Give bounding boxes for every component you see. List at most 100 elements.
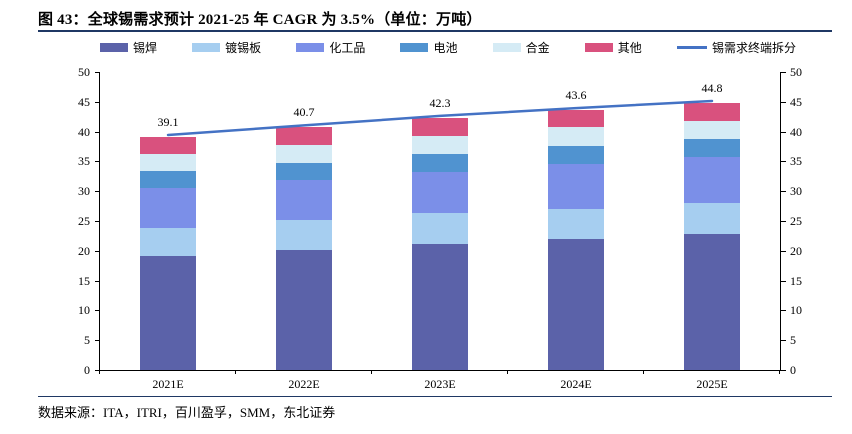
y-tick-right: [781, 221, 786, 222]
legend-item: 电池: [400, 39, 457, 56]
bar-segment: [140, 154, 196, 171]
y-tick-label-left: 5: [84, 333, 90, 348]
y-tick-label-right: 10: [790, 303, 802, 318]
legend-item: 锡焊: [100, 39, 157, 56]
y-tick-label-left: 15: [78, 273, 90, 288]
bar-segment: [684, 120, 740, 140]
y-tick-right: [781, 101, 786, 103]
y-tick-label-left: 30: [78, 184, 90, 199]
y-tick-label-left: 35: [78, 154, 90, 169]
y-tick-label-right: 25: [790, 214, 802, 228]
x-tick: [643, 370, 644, 374]
y-tick-label-left: 50: [78, 65, 90, 79]
y-tick-label-left: 0: [84, 363, 90, 377]
bar-segment: [276, 249, 332, 370]
line-data-label: 43.6: [565, 88, 587, 103]
bar-segment: [276, 219, 332, 250]
bar-segment: [412, 154, 468, 172]
chart-legend: 锡焊 镀锡板 化工品 电池 合金 其他 锡需求终端拆分: [100, 39, 796, 55]
y-tick-label-left: 45: [78, 94, 90, 109]
x-category-label: 2025E: [696, 377, 728, 391]
bar-segment: [140, 136, 196, 155]
y-tick-right: [781, 280, 786, 282]
bar-segment: [140, 227, 196, 256]
y-axis-right: [780, 72, 781, 370]
y-tick-left: [95, 191, 100, 193]
y-tick-label-right: 40: [790, 124, 802, 139]
bar-segment: [412, 213, 468, 245]
bar-segment: [548, 209, 604, 239]
y-tick-left: [95, 370, 100, 371]
source-note: 数据来源：ITA，ITRI，百川盈孚，SMM，东北证券: [38, 405, 336, 420]
legend-label: 其他: [617, 40, 642, 55]
footer-divider: [38, 396, 832, 397]
y-tick-label-right: 5: [790, 333, 796, 348]
bar-segment: [684, 203, 740, 234]
bar-segment: [140, 170, 196, 188]
bar-segment: [276, 144, 332, 163]
y-tick-right: [781, 370, 786, 371]
legend-color-swatch-icon: [492, 42, 521, 52]
chart-title: 图 43：全球锡需求预计 2021-25 年 CAGR 为 3.5%（单位：万吨…: [38, 12, 482, 28]
y-tick-left: [95, 101, 100, 103]
legend-label: 化工品: [329, 40, 366, 55]
legend-item: 其他: [584, 39, 642, 56]
bar-segment: [548, 163, 604, 210]
y-tick-right: [781, 250, 786, 252]
x-tick: [779, 370, 780, 374]
x-category-label: 2022E: [288, 377, 320, 391]
line-data-label: 44.8: [701, 80, 723, 95]
legend-label: 电池: [433, 40, 458, 55]
y-tick-left: [95, 161, 100, 163]
bar-segment: [140, 255, 196, 370]
y-tick-right: [781, 191, 786, 193]
x-category-label: 2023E: [424, 377, 456, 391]
x-tick: [99, 370, 100, 374]
y-tick-left: [95, 250, 100, 252]
y-tick-left: [95, 72, 100, 73]
title-divider: [38, 30, 832, 32]
bar-segment: [548, 145, 604, 164]
y-tick-label-left: 10: [78, 303, 90, 318]
y-tick-label-right: 15: [790, 273, 802, 288]
bar-segment: [684, 157, 740, 204]
legend-color-swatch-icon: [400, 42, 429, 52]
legend-color-swatch-icon: [584, 42, 613, 52]
y-tick-label-left: 20: [78, 243, 90, 258]
bar-segment: [548, 110, 604, 128]
y-tick-label-right: 30: [790, 184, 802, 199]
y-tick-label-right: 35: [790, 154, 802, 169]
bar-segment: [684, 139, 740, 158]
y-tick-left: [95, 221, 100, 222]
y-tick-right: [781, 310, 786, 312]
x-category-label: 2024E: [560, 377, 592, 391]
y-tick-right: [781, 340, 786, 342]
legend-color-swatch-icon: [192, 42, 221, 52]
bar-segment: [276, 127, 332, 145]
legend-item: 锡需求终端拆分: [676, 39, 796, 56]
bar-segment: [684, 233, 740, 370]
y-tick-label-right: 45: [790, 94, 802, 109]
legend-line-swatch-icon: [676, 45, 707, 49]
legend-item: 合金: [492, 39, 550, 56]
bar-segment: [412, 171, 468, 214]
legend-label: 锡需求终端拆分: [711, 40, 796, 55]
y-tick-label-right: 50: [790, 65, 802, 79]
bar-segment: [412, 244, 468, 370]
y-tick-label-right: 0: [790, 363, 796, 377]
x-tick: [371, 370, 372, 374]
bar-segment: [276, 162, 332, 181]
legend-label: 镀锡板: [225, 40, 262, 55]
y-tick-label-left: 40: [78, 124, 90, 139]
bar-segment: [684, 102, 740, 121]
y-tick-right: [781, 161, 786, 163]
legend-label: 合金: [525, 40, 550, 55]
x-tick: [235, 370, 236, 374]
bar-segment: [412, 117, 468, 136]
legend-item: 化工品: [296, 39, 365, 56]
y-tick-left: [95, 310, 100, 312]
bar-segment: [276, 180, 332, 220]
y-tick-right: [781, 72, 786, 73]
y-tick-left: [95, 340, 100, 342]
